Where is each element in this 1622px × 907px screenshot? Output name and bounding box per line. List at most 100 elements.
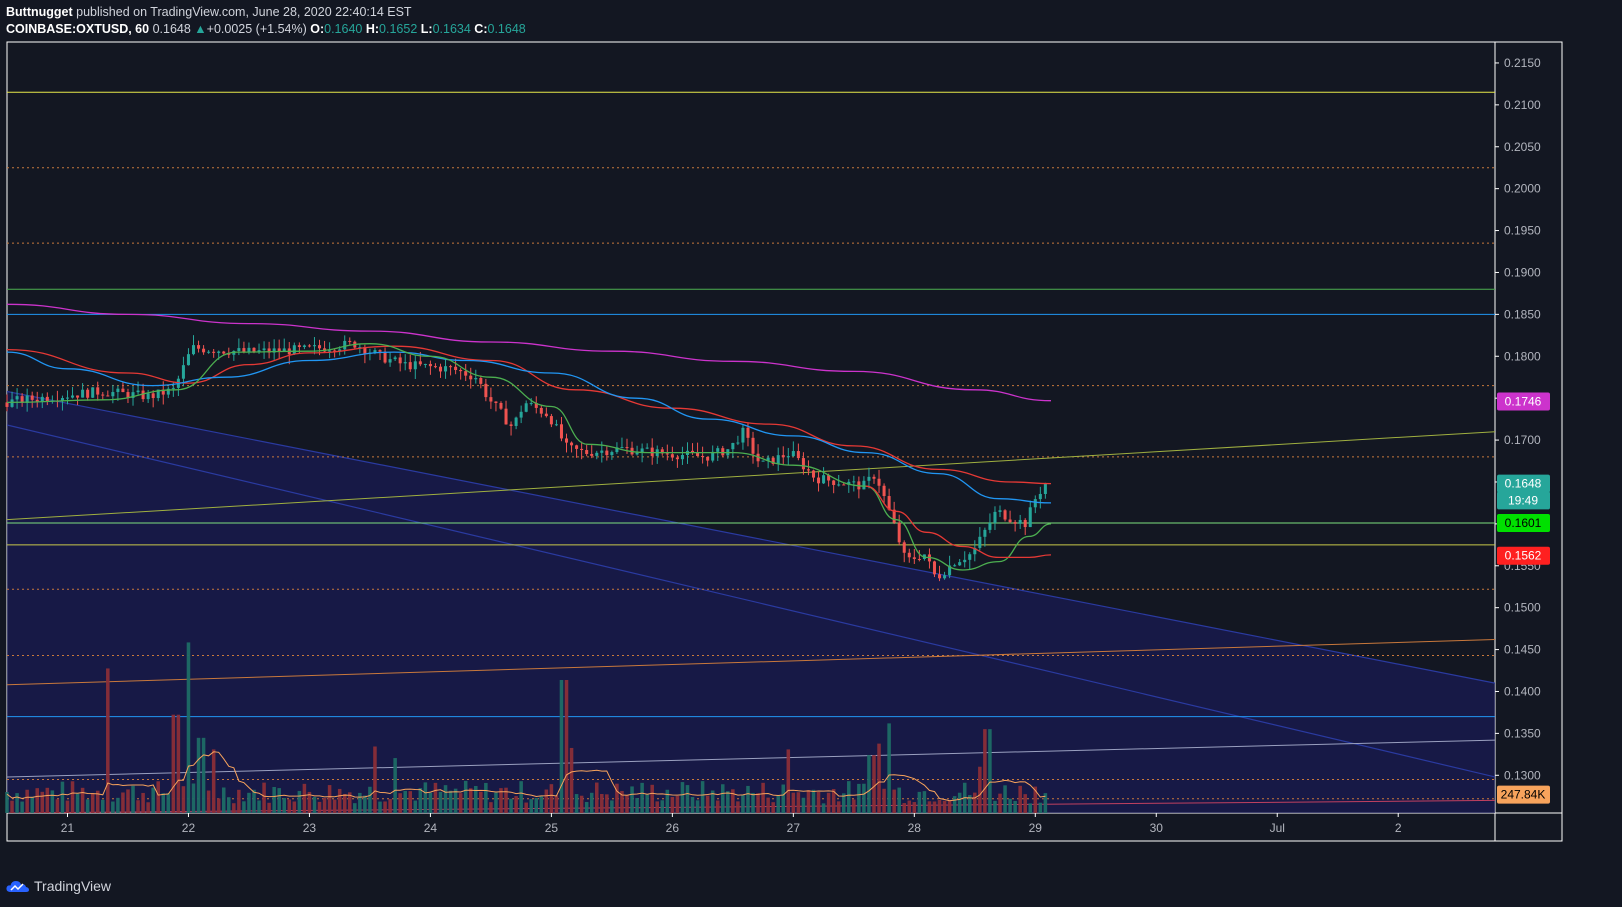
- cloud-icon: [6, 881, 29, 892]
- price-tick-label: 0.2050: [1504, 140, 1541, 154]
- volume-bar: [942, 800, 947, 813]
- volume-bar: [801, 797, 806, 813]
- publish-info: Buttnugget published on TradingView.com,…: [6, 4, 526, 21]
- volume-bar: [111, 801, 115, 813]
- candle-body: [938, 574, 942, 579]
- candle-body: [126, 392, 130, 398]
- volume-bar: [327, 785, 332, 813]
- time-tick-label: 27: [787, 821, 801, 835]
- candle-body: [489, 397, 493, 402]
- candle-body: [978, 536, 982, 548]
- volume-bar: [589, 792, 594, 813]
- candle-body: [539, 407, 543, 414]
- volume-bar: [660, 800, 665, 813]
- candle-body: [459, 370, 463, 372]
- candle-body: [817, 477, 821, 484]
- candle-body: [20, 396, 24, 403]
- volume-bar: [151, 787, 155, 813]
- time-tick-label: 22: [182, 821, 196, 835]
- candle-body: [292, 345, 296, 355]
- volume-bar: [715, 800, 720, 813]
- candle-body: [247, 347, 251, 352]
- volume-bar: [60, 781, 65, 813]
- high-value: 0.1652: [379, 22, 418, 36]
- volume-bar: [499, 788, 503, 813]
- volume-bar: [413, 800, 418, 813]
- volume-bar: [630, 786, 634, 813]
- price-tick-label: 0.2000: [1504, 182, 1541, 196]
- volume-bar: [549, 784, 554, 813]
- candle-body: [232, 351, 236, 355]
- volume-bar: [136, 800, 140, 813]
- candle-body: [10, 399, 14, 407]
- volume-bar: [821, 803, 826, 813]
- volume-bar: [705, 795, 710, 813]
- volume-bar: [796, 792, 801, 813]
- volume-bar: [1043, 793, 1048, 813]
- candle-body: [716, 448, 720, 452]
- volume-bar: [559, 680, 564, 813]
- candle-body: [403, 362, 407, 364]
- candle-body: [585, 450, 589, 454]
- volume-bar: [700, 781, 705, 813]
- volume-bar: [937, 799, 942, 813]
- volume-bar: [146, 802, 150, 813]
- candle-body: [86, 389, 90, 398]
- candle-body: [272, 348, 276, 353]
- chart-header: Buttnugget published on TradingView.com,…: [6, 4, 526, 38]
- volume-bar: [1013, 800, 1017, 813]
- volume-bar: [468, 788, 473, 813]
- volume-bar: [90, 793, 95, 813]
- price-tag-label: 19:49: [1508, 493, 1538, 507]
- volume-bar: [811, 789, 816, 813]
- author-name[interactable]: Buttnugget: [6, 5, 73, 19]
- candle-body: [711, 451, 715, 461]
- volume-bar: [877, 743, 881, 813]
- candle-body: [1028, 507, 1032, 528]
- candle-body: [862, 480, 866, 490]
- volume-bar: [312, 796, 317, 813]
- volume-bar: [841, 793, 846, 813]
- volume-bar: [756, 793, 760, 813]
- volume-bar: [55, 799, 60, 813]
- candle-body: [141, 390, 145, 400]
- volume-bar: [106, 668, 110, 813]
- up-arrow-icon: ▲: [194, 22, 207, 36]
- volume-bar: [766, 797, 770, 813]
- candle-body: [428, 363, 432, 367]
- candle-body: [600, 450, 604, 453]
- volume-bar: [670, 796, 675, 813]
- candle-body: [348, 340, 352, 342]
- volume-bar: [494, 792, 498, 813]
- symbol-name[interactable]: COINBASE:OXTUSD, 60: [6, 22, 150, 36]
- candle-body: [549, 416, 553, 425]
- volume-bar: [524, 802, 528, 813]
- candle-body: [1013, 522, 1017, 524]
- price-tag-label: 0.1746: [1505, 395, 1542, 409]
- candle-body: [796, 451, 800, 459]
- volume-bar: [988, 729, 992, 813]
- volume-bar: [282, 798, 286, 813]
- candle-body: [665, 453, 669, 455]
- volume-bar: [5, 792, 9, 813]
- volume-bar: [191, 783, 196, 813]
- volume-bar: [80, 787, 85, 813]
- tradingview-logo[interactable]: TradingView: [6, 878, 111, 894]
- candle-body: [156, 389, 160, 399]
- candle-body: [570, 442, 574, 446]
- channel-lower-line: [7, 424, 1495, 778]
- candle-body: [963, 559, 967, 563]
- volume-bar: [65, 800, 70, 813]
- candle-body: [45, 396, 49, 402]
- volume-bar: [201, 737, 206, 813]
- volume-bar: [438, 791, 443, 813]
- volume-bar: [857, 783, 861, 813]
- candle-body: [166, 388, 170, 395]
- volume-bar: [176, 714, 181, 813]
- candle-body: [988, 522, 992, 530]
- volume-bar: [847, 781, 851, 813]
- volume-bar: [348, 792, 352, 813]
- volume-bar: [322, 798, 327, 813]
- candle-body: [438, 366, 443, 372]
- volume-ma-line: [6, 751, 1046, 802]
